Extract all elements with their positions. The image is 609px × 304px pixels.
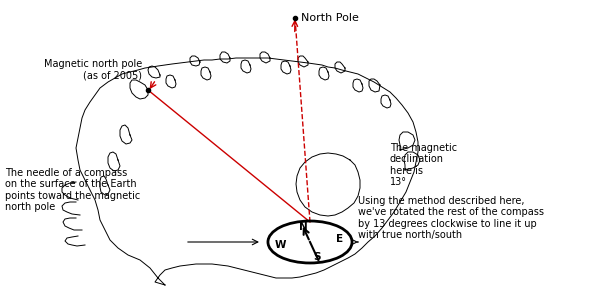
Text: The needle of a compass
on the surface of the Earth
points toward the magnetic
n: The needle of a compass on the surface o… bbox=[5, 168, 140, 212]
Text: N: N bbox=[299, 222, 308, 232]
Text: E: E bbox=[336, 233, 343, 244]
Text: S: S bbox=[313, 252, 320, 262]
Text: North Pole: North Pole bbox=[301, 13, 359, 23]
Text: The magnetic
declination
here is
13°: The magnetic declination here is 13° bbox=[390, 143, 457, 187]
Text: Magnetic north pole
(as of 2005): Magnetic north pole (as of 2005) bbox=[44, 59, 142, 81]
Text: W: W bbox=[275, 240, 286, 250]
Text: Using the method described here,
we've rotated the rest of the compass
by 13 deg: Using the method described here, we've r… bbox=[358, 195, 544, 240]
